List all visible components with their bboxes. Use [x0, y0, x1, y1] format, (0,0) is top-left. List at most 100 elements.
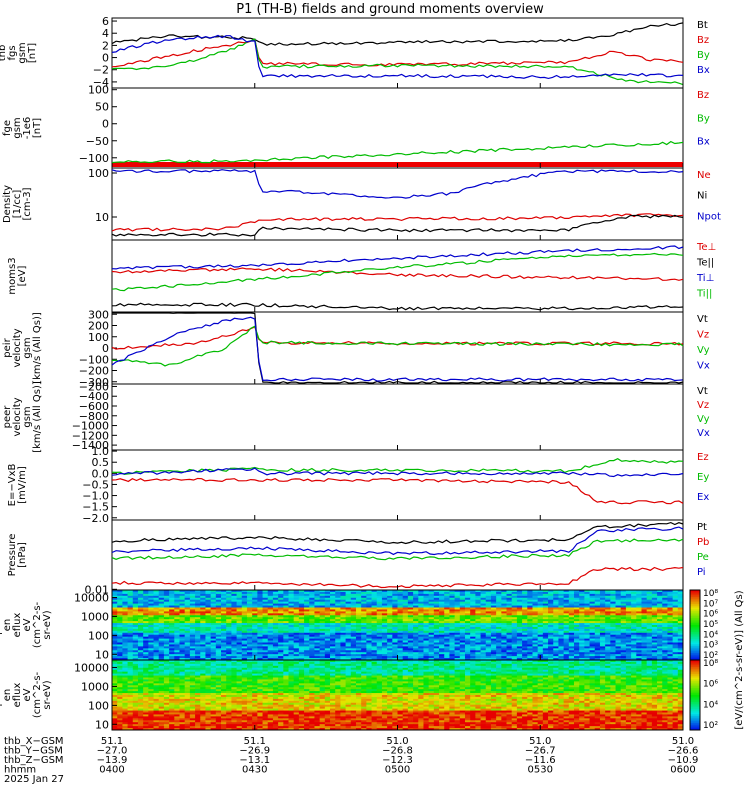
spectrogram-cell	[579, 652, 585, 655]
spectrogram-cell	[464, 660, 471, 663]
spectrogram-cell	[314, 646, 321, 649]
spectrogram-cell	[210, 617, 217, 620]
spectrogram-cell	[418, 634, 424, 638]
spectrogram-cell	[345, 661, 352, 665]
spectrogram-cell	[677, 597, 684, 601]
spectrogram-cell	[584, 658, 590, 661]
spectrogram-cell	[667, 599, 674, 603]
spectrogram-cell	[439, 660, 445, 663]
spectrogram-cell	[319, 654, 326, 657]
spectrogram-cell	[215, 593, 222, 597]
spectrogram-cell	[464, 591, 471, 595]
spectrogram-cell	[423, 665, 430, 669]
spectrogram-cell	[309, 656, 315, 659]
spectrogram-cell	[387, 611, 393, 614]
y-axis-label-line: gsm	[22, 406, 33, 427]
spectrogram-cell	[257, 658, 263, 661]
spectrogram-cell	[241, 667, 248, 671]
spectrogram-cell	[174, 611, 180, 614]
spectrogram-cell	[278, 642, 284, 645]
spectrogram-cell	[610, 638, 616, 641]
spectrogram-cell	[236, 652, 243, 655]
spectrogram-cell	[127, 665, 134, 669]
spectrogram-cell	[657, 609, 663, 612]
spectrogram-cell	[371, 623, 378, 626]
spectrogram-cell	[496, 615, 502, 618]
spectrogram-cell	[148, 673, 154, 676]
spectrogram-cell	[158, 599, 165, 603]
spectrogram-cell	[470, 630, 476, 634]
spectrogram-cell	[340, 621, 346, 624]
spectrogram-cell	[272, 665, 279, 669]
spectrogram-cell	[262, 636, 269, 640]
spectrogram-cell	[340, 605, 346, 608]
spectrogram-cell	[122, 665, 128, 669]
spectrogram-cell	[366, 667, 372, 671]
spectrogram-cell	[272, 660, 279, 663]
spectrogram-cell	[200, 603, 206, 606]
spectrogram-cell	[314, 628, 321, 632]
spectrogram-cell	[459, 646, 466, 649]
spectrogram-cell	[657, 656, 663, 659]
spectrogram-cell	[117, 661, 123, 665]
spectrogram-cell	[433, 658, 440, 661]
spectrogram-cell	[677, 623, 684, 626]
spectrogram-cell	[143, 652, 149, 655]
spectrogram-cell	[272, 591, 279, 595]
spectrogram-cell	[527, 634, 533, 638]
spectrogram-cell	[298, 623, 305, 626]
spectrogram-cell	[563, 640, 570, 643]
spectrogram-cell	[189, 638, 196, 641]
spectrogram-cell	[657, 591, 663, 595]
spectrogram-cell	[589, 654, 596, 657]
spectrogram-cell	[636, 609, 642, 612]
spectrogram-cell	[459, 626, 466, 630]
spectrogram-cell	[625, 644, 632, 647]
spectrogram-cell	[246, 638, 253, 641]
spectrogram-cell	[205, 669, 212, 673]
spectrogram-cell	[413, 663, 419, 667]
spectrogram-cell	[205, 654, 212, 657]
spectrogram-cell	[454, 658, 461, 661]
spectrogram-cell	[625, 601, 632, 605]
spectrogram-cell	[158, 669, 165, 673]
spectrogram-cell	[599, 636, 606, 640]
spectrogram-cell	[262, 607, 269, 610]
spectrogram-cell	[117, 654, 123, 657]
spectrogram-cell	[397, 642, 404, 645]
spectrogram-cell	[324, 625, 331, 628]
spectrogram-cell	[179, 646, 186, 649]
spectrogram-cell	[615, 607, 622, 610]
spectrogram-cell	[506, 590, 513, 593]
spectrogram-cell	[397, 591, 404, 595]
spectrogram-cell	[132, 658, 139, 661]
spectrogram-cell	[179, 615, 186, 618]
y-axis-label-line: -1e6	[22, 117, 33, 140]
spectrogram-cell	[143, 628, 149, 632]
spectrogram-cell	[407, 625, 414, 628]
spectrogram-cell	[148, 646, 154, 649]
spectrogram-cell	[304, 605, 310, 608]
spectrogram-cell	[610, 648, 616, 651]
spectrogram-cell	[153, 652, 160, 655]
spectrogram-cell	[304, 638, 310, 641]
spectrogram-cell	[584, 644, 590, 647]
spectrogram-cell	[625, 617, 632, 620]
spectrogram-cell	[335, 621, 341, 624]
spectrogram-cell	[677, 671, 684, 675]
spectrogram-cell	[662, 638, 668, 641]
spectrogram-cell	[163, 619, 170, 622]
spectrogram-cell	[324, 667, 331, 671]
spectrogram-cell	[677, 593, 684, 597]
spectrogram-cell	[594, 617, 601, 620]
y-axis-label-line: [mV/m]	[17, 466, 28, 504]
spectrogram-cell	[485, 615, 492, 618]
spectrogram-cell	[439, 642, 445, 645]
spectrogram-cell	[568, 634, 575, 638]
spectrogram-cell	[241, 599, 248, 603]
spectrogram-cell	[257, 634, 263, 638]
spectrogram-cell	[132, 597, 139, 601]
spectrogram-cell	[522, 632, 528, 636]
spectrogram-cell	[293, 599, 300, 603]
spectrogram-cell	[485, 671, 492, 675]
